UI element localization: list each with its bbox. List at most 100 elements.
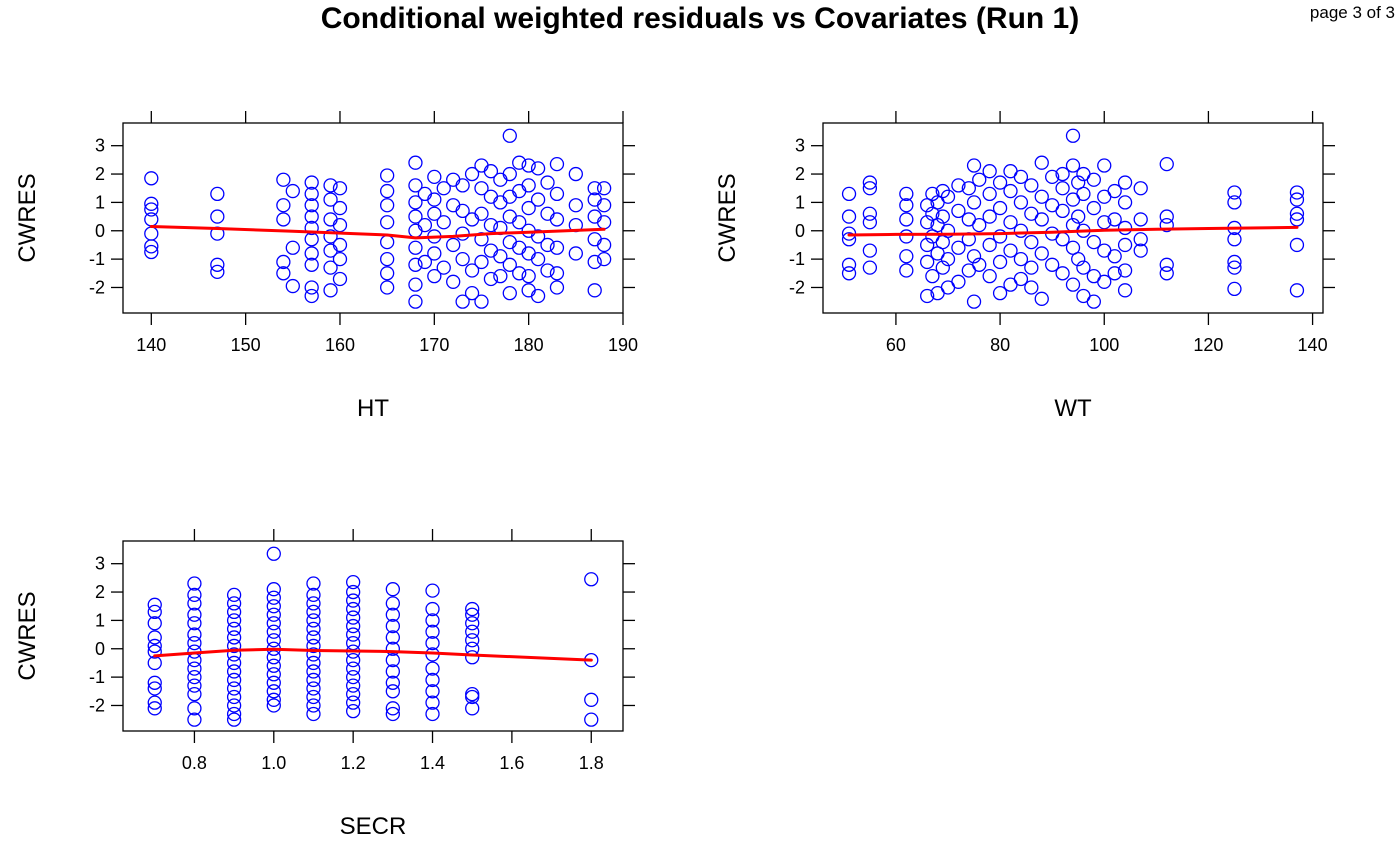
ht-point <box>549 266 565 281</box>
wt-point <box>1071 209 1086 224</box>
secr-x-tick-label: 1.6 <box>499 753 524 773</box>
wt-point <box>1055 166 1070 182</box>
ht-point <box>446 274 461 289</box>
secr-point <box>306 630 321 645</box>
secr-point <box>266 658 281 673</box>
wt-point <box>1055 266 1070 281</box>
ht-point <box>474 181 489 196</box>
secr-point <box>187 596 202 611</box>
ht-y-tick-label: -1 <box>89 249 105 269</box>
secr-point <box>385 675 400 690</box>
ht-point <box>464 166 480 182</box>
wt-point <box>1013 223 1029 238</box>
secr-point <box>187 616 202 631</box>
secr-point <box>266 546 281 561</box>
secr-point <box>266 616 281 631</box>
secr-point <box>226 613 242 628</box>
wt-point <box>1013 251 1029 267</box>
ht-point <box>304 198 319 213</box>
wt-y-tick-label: -1 <box>789 249 805 269</box>
ht-point <box>323 260 338 275</box>
wt-point <box>1227 281 1242 297</box>
ht-point <box>436 260 451 275</box>
wt-point <box>1086 234 1101 250</box>
secr-x-tick-label: 1.4 <box>420 753 445 773</box>
secr-point <box>226 672 242 688</box>
wt-x-tick-label: 60 <box>886 335 906 355</box>
wt-point <box>1034 291 1049 306</box>
wt-point <box>920 288 935 304</box>
ht-point <box>483 271 499 287</box>
ht-y-tick-label: 2 <box>95 164 105 184</box>
wt-point <box>1024 280 1039 295</box>
secr-point <box>187 627 202 642</box>
ht-point <box>285 240 300 255</box>
wt-point <box>841 186 857 202</box>
ht-point <box>549 156 565 172</box>
secr-point <box>425 601 440 617</box>
ht-point <box>502 257 517 272</box>
secr-point <box>346 610 361 625</box>
ht-point <box>144 202 159 217</box>
secr-point <box>306 664 321 679</box>
wt-point <box>1034 189 1049 204</box>
secr-y-tick-label: -1 <box>89 667 105 687</box>
secr-point <box>266 607 281 622</box>
wt-point <box>1055 181 1070 196</box>
wt-point <box>862 260 878 275</box>
wt-point <box>966 249 982 264</box>
ht-point <box>144 171 159 186</box>
ht-point <box>380 234 395 250</box>
secr-point <box>147 604 162 620</box>
secr-point <box>187 712 202 727</box>
secr-point <box>385 618 400 634</box>
ht-point <box>380 198 395 213</box>
wt-point <box>899 212 914 227</box>
secr-point <box>266 698 281 713</box>
secr-point <box>266 667 281 682</box>
secr-point <box>226 587 242 603</box>
ht-point <box>530 192 546 207</box>
ht-point <box>455 203 470 219</box>
ht-point <box>530 161 546 176</box>
ht-point <box>332 200 348 216</box>
wt-point <box>1227 195 1242 210</box>
wt-point <box>841 232 857 247</box>
wt-point <box>1117 283 1133 298</box>
ht-point <box>483 217 499 233</box>
wt-point <box>841 257 857 272</box>
wt-point <box>935 209 950 224</box>
secr-point <box>187 635 202 651</box>
wt-point <box>862 175 878 190</box>
ht-point <box>304 257 319 272</box>
ht-point <box>144 226 159 241</box>
secr-y-tick-label: -2 <box>89 695 105 715</box>
ht-y-tick-label: 0 <box>95 221 105 241</box>
secr-point <box>187 576 202 591</box>
secr-point <box>425 695 440 710</box>
ht-point <box>596 181 612 196</box>
wt-point <box>1024 260 1039 275</box>
ht-point <box>474 158 489 173</box>
secr-point <box>346 618 361 634</box>
ht-point <box>493 268 508 284</box>
ht-point <box>521 158 536 173</box>
wt-point <box>1159 257 1174 272</box>
wt-point <box>1065 277 1081 292</box>
wt-point <box>1133 181 1148 196</box>
wt-point <box>841 209 857 224</box>
ht-point <box>380 280 395 295</box>
secr-point <box>346 686 361 702</box>
secr-y-tick-label: 3 <box>95 554 105 574</box>
secr-point <box>425 635 440 651</box>
wt-point <box>1003 215 1018 230</box>
secr-point <box>306 647 321 662</box>
ht-point <box>408 223 423 238</box>
ht-point <box>493 172 508 187</box>
ht-point <box>323 229 338 244</box>
ht-point <box>587 209 602 224</box>
ht-point <box>210 209 225 224</box>
wt-point <box>1086 172 1101 187</box>
wt-point <box>1159 156 1174 172</box>
wt-point <box>951 178 966 193</box>
